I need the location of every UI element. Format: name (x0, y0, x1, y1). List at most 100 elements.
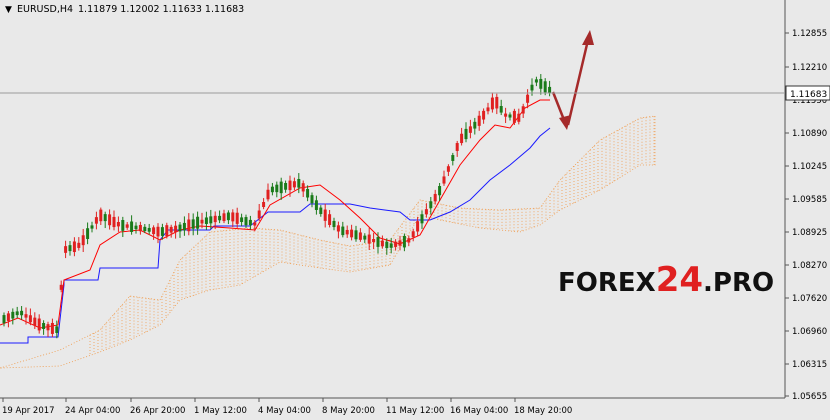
candle-body (165, 225, 169, 237)
candle-body (156, 226, 160, 237)
candle-body (468, 126, 472, 133)
symbol-label: EURUSD,H4 (17, 4, 73, 15)
candle-body (240, 217, 244, 223)
candle-body (429, 201, 433, 209)
candle-body (37, 318, 41, 331)
candle-body (204, 217, 208, 224)
candle-body (134, 225, 138, 230)
candle-body (94, 217, 98, 224)
candle-body (464, 128, 468, 140)
dropdown-triangle-icon[interactable]: ▼ (5, 5, 12, 15)
time-tick-label: 11 May 12:00 (386, 406, 444, 416)
candle-body (354, 230, 358, 240)
candle-body (495, 96, 499, 109)
candle-body (319, 207, 323, 215)
candle-body (68, 245, 72, 252)
candle-body (539, 78, 543, 89)
candle-body (292, 181, 296, 188)
candle-body (222, 213, 226, 222)
candle-body (288, 180, 292, 191)
candle-body (323, 209, 327, 221)
candle-body (266, 189, 270, 200)
candle-body (424, 209, 428, 215)
candle-body (213, 215, 217, 223)
price-tick-label: 1.08925 (792, 228, 827, 238)
candle-body (534, 79, 538, 83)
candle-body (306, 189, 310, 198)
candle-body (244, 217, 248, 226)
candle-body (187, 219, 191, 232)
candle-body (72, 241, 76, 253)
candle-body (385, 241, 389, 249)
candle-body (517, 113, 521, 122)
candle-body (490, 97, 494, 110)
price-tick-label: 1.11550 (792, 96, 827, 106)
candle-body (64, 246, 68, 253)
price-axis: 1.12855 1.12210 1.11550 1.10890 1.10245 1.095… (785, 29, 827, 402)
candle-body (394, 241, 398, 247)
price-tick-label: 1.10245 (792, 162, 827, 172)
candle-body (521, 106, 525, 114)
candle-body (55, 326, 59, 333)
time-tick-label: 18 May 20:00 (514, 406, 572, 416)
candle-body (446, 166, 450, 172)
candle-body (301, 183, 305, 192)
candle-body (59, 284, 63, 290)
candle-body (2, 315, 6, 324)
candle-body (191, 219, 195, 229)
candle-body (20, 310, 24, 316)
candle-body (169, 226, 173, 233)
candle-body (33, 317, 37, 326)
price-tick-label: 1.06315 (792, 360, 827, 370)
candle-body (451, 155, 455, 161)
arrow-up-head-icon (582, 30, 594, 45)
candle-body (11, 311, 15, 319)
candle-body (248, 219, 252, 226)
candle-body (499, 106, 503, 113)
price-tick-label: 1.06960 (792, 327, 827, 337)
candle-body (482, 110, 486, 120)
watermark-logo: FOREX24.PRO (558, 260, 774, 300)
candle-body (398, 240, 402, 246)
candle-body (416, 221, 420, 232)
time-tick-label: 16 May 04:00 (450, 406, 508, 416)
candle-body (455, 143, 459, 151)
candle-body (460, 133, 464, 144)
candle-body (380, 240, 384, 247)
candle-body (138, 224, 142, 232)
candle-body (24, 314, 28, 318)
candle-body (486, 107, 490, 112)
current-price-label: 1.11683 (790, 90, 827, 100)
candle-body (15, 311, 19, 316)
candle-body (376, 237, 380, 247)
candle-body (341, 226, 345, 236)
candle-body (310, 195, 314, 204)
time-tick-label: 4 May 04:00 (258, 406, 311, 416)
candle-body (363, 235, 367, 240)
candle-body (543, 81, 547, 93)
candle-body (508, 114, 512, 118)
candle-body (433, 193, 437, 202)
arrow-down-head-icon (559, 115, 571, 130)
candle-body (270, 186, 274, 193)
candle-body (178, 224, 182, 232)
candle-body (407, 238, 411, 243)
candle-body (279, 181, 283, 194)
candle-body (108, 214, 112, 226)
time-tick-label: 1 May 12:00 (194, 406, 247, 416)
price-tick-label: 1.09585 (792, 195, 827, 205)
candle-body (284, 183, 288, 190)
ichimoku-cloud (0, 115, 656, 369)
candle-body (218, 215, 222, 221)
candle-body (350, 229, 354, 238)
candle-body (332, 220, 336, 228)
candle-body (226, 212, 230, 221)
candle-body (116, 222, 120, 227)
indicator-lines (0, 99, 551, 344)
candle-body (182, 222, 186, 231)
candle-body (235, 212, 239, 224)
ohlc-label: 1.11879 1.12002 1.11633 1.11683 (78, 4, 244, 15)
candle-body (81, 235, 85, 246)
